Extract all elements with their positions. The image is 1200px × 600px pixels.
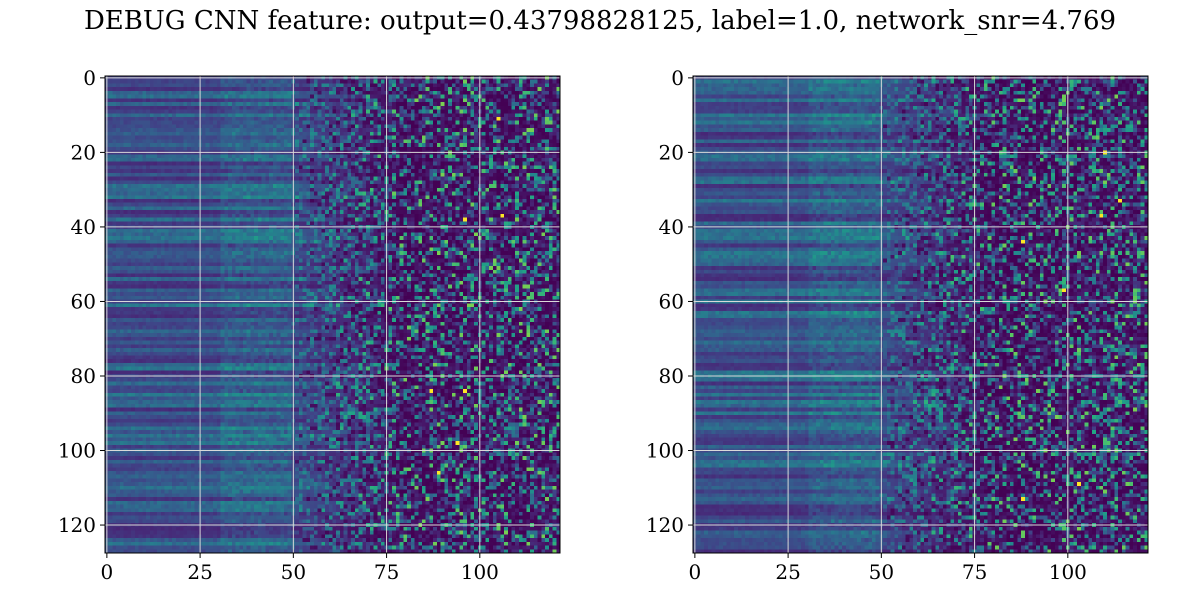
y-tick-label: 120: [58, 513, 96, 537]
y-tick-label: 40: [659, 215, 684, 239]
axes-frame: [104, 75, 561, 554]
y-tick-label: 80: [71, 364, 96, 388]
y-tick-label: 40: [71, 215, 96, 239]
axes-frame: [692, 75, 1149, 554]
x-tick-label: 25: [187, 560, 212, 584]
x-tick-label: 0: [688, 560, 701, 584]
x-tick-label: 50: [869, 560, 894, 584]
heatmap-panel-left: 0 25 50 75 100 0 20 40 60 80 100 120: [58, 66, 561, 584]
x-tick-label: 50: [281, 560, 306, 584]
x-tick-label: 75: [374, 560, 399, 584]
y-tick-label: 60: [659, 289, 684, 313]
y-tick-label: 60: [71, 289, 96, 313]
y-tick-label: 100: [646, 439, 684, 463]
figure-title: DEBUG CNN feature: output=0.43798828125,…: [83, 6, 1117, 36]
y-tick-label: 100: [58, 439, 96, 463]
y-tick-label: 0: [671, 66, 684, 90]
x-tick-label: 100: [1049, 560, 1087, 584]
y-tick-label: 0: [83, 66, 96, 90]
x-tick-label: 75: [962, 560, 987, 584]
y-tick-label: 20: [659, 140, 684, 164]
heatmap-image: [693, 76, 1148, 553]
x-tick-label: 0: [100, 560, 113, 584]
x-tick-label: 100: [461, 560, 499, 584]
y-tick-label: 120: [646, 513, 684, 537]
x-tick-label: 25: [775, 560, 800, 584]
y-tick-label: 20: [71, 140, 96, 164]
heatmap-image: [105, 76, 560, 553]
heatmap-panel-right: 0 25 50 75 100 0 20 40 60 80 100 120: [646, 66, 1149, 584]
y-tick-label: 80: [659, 364, 684, 388]
